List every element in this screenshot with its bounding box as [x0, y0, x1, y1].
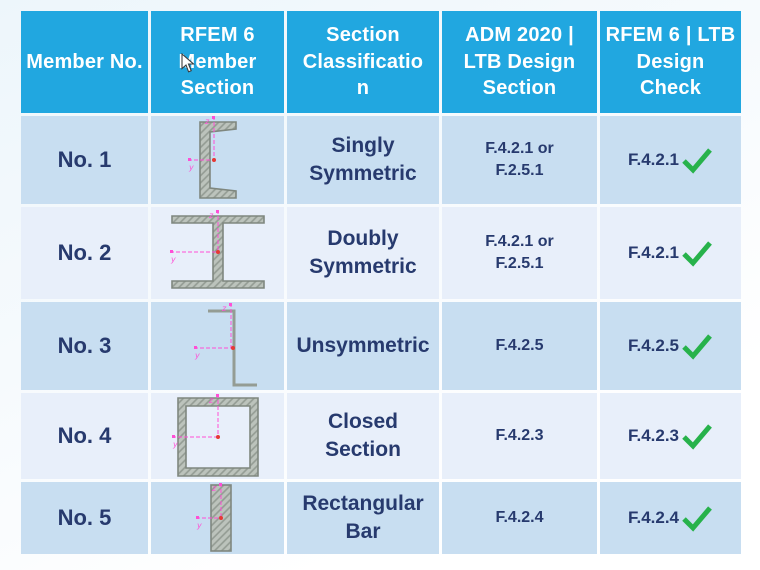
mouse-cursor-icon	[181, 52, 196, 79]
y-axis-label: y	[188, 163, 194, 172]
z-axis-label: z	[221, 304, 227, 313]
table-row: No. 5 z y Rectangular Bar F.4.2.4 F.4.2.…	[21, 482, 741, 554]
z-axis-label: z	[204, 117, 210, 126]
z-axis-label: z	[211, 484, 217, 493]
check-icon	[682, 147, 712, 174]
y-axis-label: y	[194, 351, 200, 360]
header-label: Member No.	[26, 50, 143, 73]
z-section-icon: z y	[193, 303, 257, 387]
header-rfem-member-section: RFEM 6 Member Section	[151, 11, 284, 113]
check-icon	[682, 505, 712, 532]
y-axis-label: y	[196, 521, 202, 530]
classification-cell: Closed Section	[287, 393, 439, 479]
table-row: No. 3 z y Unsymmetric F.4.2.5 F.4.2.5	[21, 302, 741, 390]
check-icon	[682, 240, 712, 267]
ltb-check-cell: F.4.2.3	[600, 393, 741, 479]
section-cell: z y	[151, 302, 284, 390]
adm-design-section-cell: F.4.2.3	[442, 393, 597, 479]
section-cell: z y	[151, 207, 284, 299]
header-section-classification: Section Classification	[287, 11, 439, 113]
adm-design-section-cell: F.4.2.5	[442, 302, 597, 390]
ltb-check-cell: F.4.2.5	[600, 302, 741, 390]
table-row: No. 4 z y Closed Section F.4.2.3 F.4.2.3	[21, 393, 741, 479]
member-no-cell: No. 4	[21, 393, 148, 479]
adm-design-section-cell: F.4.2.4	[442, 482, 597, 554]
check-icon	[682, 333, 712, 360]
ltb-check-value: F.4.2.1	[627, 150, 680, 169]
table-row: No. 1 z y Singly Symmetric F.4.2.1 or F.…	[21, 116, 741, 204]
classification-cell: Unsymmetric	[287, 302, 439, 390]
header-rfem6-ltb-design-check: RFEM 6 | LTB Design Check	[600, 11, 741, 113]
header-adm-2020-ltb-design-section: ADM 2020 | LTB Design Section	[442, 11, 597, 113]
member-no-cell: No. 2	[21, 207, 148, 299]
ltb-check-value: F.4.2.4	[627, 508, 680, 527]
z-axis-label: z	[208, 396, 214, 405]
member-no-cell: No. 3	[21, 302, 148, 390]
ltb-check-cell: F.4.2.4	[600, 482, 741, 554]
classification-cell: Doubly Symmetric	[287, 207, 439, 299]
header-label: ADM 2020 | LTB Design Section	[463, 24, 576, 100]
member-no-cell: No. 5	[21, 482, 148, 554]
c-channel-section-icon: z y	[187, 116, 237, 199]
i-beam-section-icon: z y	[169, 210, 265, 289]
check-icon	[682, 423, 712, 450]
y-axis-label: y	[170, 255, 176, 264]
section-cell: z y	[151, 482, 284, 554]
square-hollow-section-icon: z y	[171, 394, 259, 477]
classification-cell: Rectangular Bar	[287, 482, 439, 554]
section-cell: z y	[151, 393, 284, 479]
header-label: RFEM 6 | LTB Design Check	[605, 24, 736, 100]
z-axis-label: z	[208, 211, 214, 220]
classification-cell: Singly Symmetric	[287, 116, 439, 204]
ltb-check-value: F.4.2.5	[627, 336, 680, 355]
ltb-check-cell: F.4.2.1	[600, 116, 741, 204]
table-row: No. 2 z y Doubly Symmetric F.4.2.1 or F.…	[21, 207, 741, 299]
adm-design-section-cell: F.4.2.1 or F.2.5.1	[442, 207, 597, 299]
y-axis-label: y	[172, 440, 178, 449]
section-cell: z y	[151, 116, 284, 204]
ltb-check-cell: F.4.2.1	[600, 207, 741, 299]
rectangular-bar-section-icon: z y	[195, 483, 232, 552]
header-member-no: Member No.	[21, 11, 148, 113]
adm-design-section-cell: F.4.2.1 or F.2.5.1	[442, 116, 597, 204]
ltb-design-table: Member No. RFEM 6 Member Section Section…	[18, 8, 744, 557]
ltb-check-value: F.4.2.3	[627, 426, 680, 445]
ltb-check-value: F.4.2.1	[627, 243, 680, 262]
header-row: Member No. RFEM 6 Member Section Section…	[21, 11, 741, 113]
header-label: RFEM 6 Member Section	[178, 24, 257, 100]
member-no-cell: No. 1	[21, 116, 148, 204]
header-label: Section Classification	[302, 24, 424, 100]
